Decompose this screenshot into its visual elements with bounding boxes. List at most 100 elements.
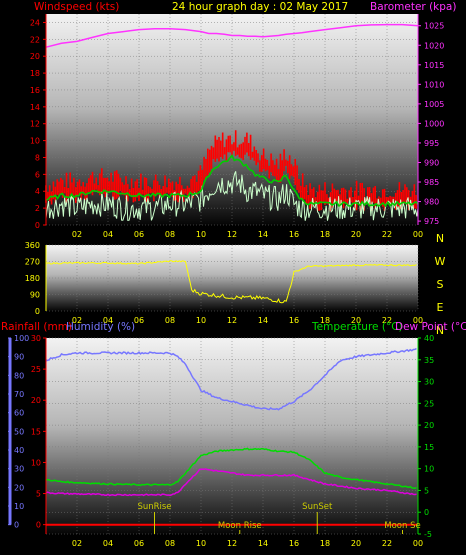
x-tick-label: 16 — [289, 539, 299, 548]
dewpoint-series — [45, 468, 417, 497]
x-tick-label: 02 — [72, 539, 82, 548]
y-tick-label: 90 — [30, 291, 40, 300]
humidity-tick-label: 100 — [14, 334, 29, 343]
x-tick-label: 08 — [165, 230, 175, 239]
y-tick-label: 18 — [30, 69, 40, 78]
x-tick-label: 04 — [103, 230, 113, 239]
direction-grid — [46, 244, 419, 312]
y2-tick-label: -5 — [424, 530, 432, 539]
direction-letter: N — [436, 232, 444, 245]
barometer-axis-label: Barometer (kpa) — [370, 1, 456, 13]
x-tick-label: 14 — [258, 539, 268, 548]
wind-speed-series — [45, 171, 419, 221]
annotation-label: SunSet — [302, 502, 333, 512]
y2-tick-label: 20 — [424, 421, 434, 430]
x-tick-label: 10 — [196, 230, 206, 239]
y2-tick-label: 1015 — [424, 61, 444, 70]
rainfall-tick-label: 15 — [31, 427, 41, 436]
y-tick-label: 14 — [30, 103, 40, 112]
x-tick-label: 06 — [134, 539, 144, 548]
wind-direction-series — [45, 260, 417, 304]
y-tick-label: 12 — [30, 120, 40, 129]
y-tick-label: 10 — [30, 137, 40, 146]
y-tick-label: 24 — [30, 18, 40, 27]
humidity-tick-label: 70 — [14, 390, 24, 399]
humidity-tick-label: 40 — [14, 446, 24, 455]
humidity-tick-label: 0 — [14, 521, 19, 530]
y2-tick-label: 30 — [424, 378, 434, 387]
y2-tick-label: 985 — [424, 178, 439, 187]
humidity-tick-label: 50 — [14, 427, 24, 436]
x-tick-label: 12 — [227, 316, 237, 325]
y2-tick-label: 995 — [424, 139, 439, 148]
y-tick-label: 6 — [35, 170, 40, 179]
rainfall-axis-label: Rainfall (mm) — [1, 321, 72, 333]
x-tick-label: 00 — [413, 539, 423, 548]
y2-tick-label: 10 — [424, 465, 434, 474]
y2-tick-label: 980 — [424, 198, 439, 207]
y2-tick-label: 1005 — [424, 100, 444, 109]
temperature-axes: -505101520253035400102030405060708090100… — [8, 334, 434, 548]
y-tick-label: 20 — [30, 52, 40, 61]
rainfall-tick-label: 0 — [36, 521, 41, 530]
x-tick-label: 02 — [72, 230, 82, 239]
temperature-grid — [46, 337, 419, 535]
y2-tick-label: 990 — [424, 158, 439, 167]
x-tick-label: 20 — [351, 539, 361, 548]
y-tick-label: 2 — [35, 204, 40, 213]
direction-letter: S — [437, 278, 444, 291]
x-tick-label: 08 — [165, 316, 175, 325]
x-tick-label: 22 — [382, 230, 392, 239]
x-tick-label: 00 — [413, 230, 423, 239]
sun-moon-annotations: SunRise SunSet Moon Rise Moon Se — [137, 502, 421, 534]
y2-tick-label: 5 — [424, 486, 429, 495]
x-tick-label: 10 — [196, 316, 206, 325]
direction-letter: W — [435, 255, 446, 268]
annotation-label: Moon Rise — [218, 521, 262, 531]
direction-series — [45, 260, 417, 304]
y2-tick-label: 15 — [424, 443, 434, 452]
rainfall-tick-label: 20 — [31, 396, 41, 405]
windspeed-axis-label: Windspeed (kts) — [34, 1, 119, 13]
x-tick-label: 12 — [227, 230, 237, 239]
x-tick-label: 04 — [103, 539, 113, 548]
chart-title: 24 hour graph day : 02 May 2017 — [172, 1, 348, 13]
annotation-label: Moon Se — [384, 521, 420, 531]
x-tick-label: 20 — [351, 316, 361, 325]
temperature-series — [45, 447, 417, 489]
y-tick-label: 270 — [25, 258, 40, 267]
x-tick-label: 22 — [382, 539, 392, 548]
y-tick-label: 180 — [25, 274, 40, 283]
y2-tick-label: 0 — [424, 508, 429, 517]
x-tick-label: 06 — [134, 230, 144, 239]
temperature-panel — [46, 338, 418, 534]
y-tick-label: 16 — [30, 86, 40, 95]
x-tick-label: 14 — [258, 230, 268, 239]
x-tick-label: 18 — [320, 230, 330, 239]
x-tick-label: 04 — [103, 316, 113, 325]
humidity-tick-label: 80 — [14, 371, 24, 380]
x-tick-label: 08 — [165, 539, 175, 548]
x-tick-label: 14 — [258, 316, 268, 325]
x-tick-label: 06 — [134, 316, 144, 325]
x-tick-label: 20 — [351, 230, 361, 239]
x-tick-label: 16 — [289, 230, 299, 239]
y2-tick-label: 40 — [424, 334, 434, 343]
y2-tick-label: 1010 — [424, 80, 444, 89]
humidity-series — [45, 347, 417, 411]
rainfall-tick-label: 25 — [31, 365, 41, 374]
x-tick-label: 22 — [382, 316, 392, 325]
annotation-label: SunRise — [137, 502, 171, 512]
temperature-axis-label: Temperature (°C) — [311, 321, 403, 333]
x-tick-label: 18 — [320, 316, 330, 325]
x-tick-label: 18 — [320, 539, 330, 548]
y2-tick-label: 1025 — [424, 22, 444, 31]
direction-letter: N — [436, 324, 444, 337]
barometer-series — [45, 23, 419, 48]
y2-tick-label: 25 — [424, 399, 434, 408]
y-tick-label: 0 — [35, 221, 40, 230]
x-tick-label: 16 — [289, 316, 299, 325]
wind-series — [45, 23, 419, 221]
x-tick-label: 00 — [413, 316, 423, 325]
